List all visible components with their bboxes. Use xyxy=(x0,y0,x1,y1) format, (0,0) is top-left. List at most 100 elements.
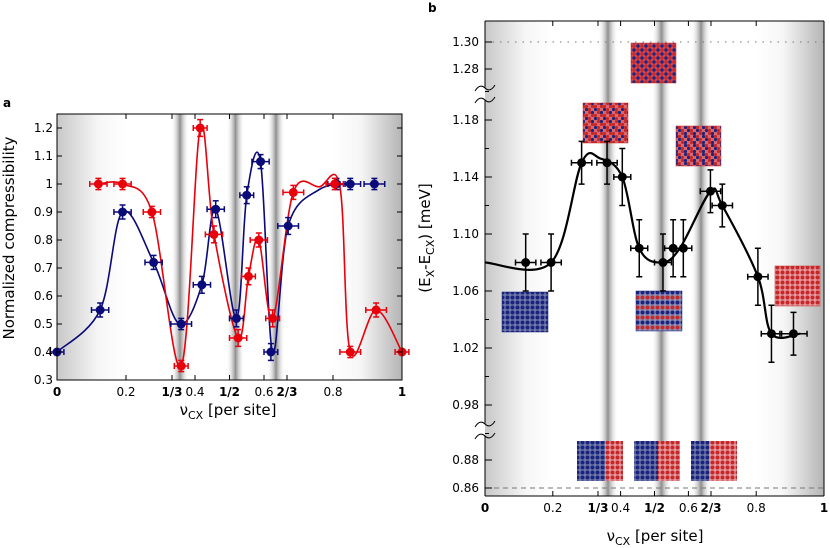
panel-b-series-0-marker-10 xyxy=(717,201,727,210)
panel-a-series-1-point-0 xyxy=(89,177,108,191)
panel-b-series-0-point-8 xyxy=(674,219,693,278)
panel-b-series-0-marker-6 xyxy=(658,258,668,267)
panel-a-series-1-marker-10 xyxy=(288,187,298,197)
panel-a-series-1-point-9 xyxy=(264,309,281,328)
panel-a-ytick-label-4: 0.7 xyxy=(34,261,53,275)
panel-b-series-0-point-0 xyxy=(514,233,537,292)
panel-a-series-1-marker-2 xyxy=(147,207,157,217)
panel-a-xtick-label-2: 1/3 xyxy=(161,385,182,399)
panel-b-axis-break-1-b xyxy=(474,432,496,440)
panel-a-xtick-label-6: 2/3 xyxy=(276,385,297,399)
panel-a-series-1-marker-5 xyxy=(209,229,219,239)
panel-b-x-axis-label: νCX [per site] xyxy=(607,527,704,548)
panel-a-series-1-point-2 xyxy=(142,205,162,219)
panel-a-ytick-label-6: 0.9 xyxy=(34,205,53,219)
panel-a-gap-band-0 xyxy=(170,114,189,380)
panel-a-series-1-point-5 xyxy=(204,225,224,244)
panel-a-xtick-label-8: 1 xyxy=(398,385,406,399)
panel-a-series-1-point-11 xyxy=(325,177,345,191)
panel-a-series-0-point-1 xyxy=(90,302,110,318)
panel-a-y-axis-label: Normalized compressibility xyxy=(0,136,18,339)
panel-a-gap-band-2 xyxy=(267,114,286,380)
panel-b-series-0-marker-11 xyxy=(753,272,763,282)
panel-a-series-0-marker-6 xyxy=(211,204,221,214)
panel-a-series-1-marker-0 xyxy=(93,179,103,189)
panel-a-x-axis-label: νCX [per site] xyxy=(180,401,277,422)
panel-a-series-0-marker-1 xyxy=(95,305,105,315)
panel-b-label: b xyxy=(428,1,437,15)
panel-a-series-1-point-7 xyxy=(240,267,257,286)
panel-a-markers xyxy=(49,118,410,373)
panel-b-series-0-point-12 xyxy=(760,304,783,363)
panel-a-ytick-label-5: 0.8 xyxy=(34,233,53,247)
panel-a: a 0 0.2 1/3 0.4 1/2 0.6 2/3 0.8 10.30.40.50.60.7… xyxy=(0,96,410,422)
panel-a-series-0-point-13 xyxy=(339,177,362,191)
panel-b-series-0-marker-13 xyxy=(788,329,798,339)
panel-a-series-1-marker-7 xyxy=(243,271,253,281)
panel-a-xtick-label-4: 1/2 xyxy=(219,385,240,399)
panel-a-series-0-marker-11 xyxy=(283,221,293,231)
panel-b-series-0-marker-2 xyxy=(577,158,587,168)
panel-b-ytick-label-8: 1.28 xyxy=(452,62,479,76)
panel-b-series-0-point-1 xyxy=(540,233,563,292)
panel-b-ytick-label-3: 1.02 xyxy=(452,341,479,355)
panel-a-series-0-point-3 xyxy=(144,254,163,271)
panel-a-series-0-point-2 xyxy=(113,204,132,220)
panel-b-ytick-label-1: 0.88 xyxy=(452,453,479,467)
panel-b-ytick-label-2: 0.98 xyxy=(452,398,479,412)
panel-a-series-1-point-8 xyxy=(249,232,269,248)
panel-b-series-0-marker-5 xyxy=(634,243,644,253)
panel-b-xtick-label-6: 2/3 xyxy=(700,501,721,515)
panel-a-series-0-point-8 xyxy=(239,186,255,205)
panel-a-gap-band-1 xyxy=(226,114,245,380)
panel-a-xtick-label-3: 0.4 xyxy=(185,385,204,399)
panel-b-xtick-label-1: 0.2 xyxy=(543,501,562,515)
panel-b-series-0-point-2 xyxy=(570,140,593,185)
lattice-inset-one-third xyxy=(582,102,629,144)
panel-a-series-0-marker-3 xyxy=(149,257,159,267)
panel-a-series-1-point-13 xyxy=(365,302,388,318)
panel-b-gap-bands xyxy=(597,21,712,496)
panel-b-ytick-label-4: 1.06 xyxy=(452,284,479,298)
panel-a-xtick-label-0: 0 xyxy=(53,385,61,399)
panel-a-ytick-label-7: 1 xyxy=(45,177,53,191)
panel-b-markers xyxy=(514,140,808,363)
panel-b-xtick-label-2: 1/3 xyxy=(587,501,608,515)
panel-b: b 0 0.2 1/3 0.4 1/2 0.6 2/3 0.8 10.8 xyxy=(416,1,828,548)
panel-a-series-0-marker-10 xyxy=(266,347,276,357)
panel-b-ytick-label-0: 0.86 xyxy=(452,481,479,495)
panel-b-series-0-marker-4 xyxy=(617,172,627,182)
panel-b-ytick-label-6: 1.14 xyxy=(452,170,479,184)
panel-b-xtick-label-4: 1/2 xyxy=(644,501,665,515)
panel-b-axes: 0 0.2 1/3 0.4 1/2 0.6 2/3 0.8 1 0.86 0.88 0.98 1.02 1… xyxy=(452,20,828,515)
panel-b-axis-break-0-b xyxy=(474,96,496,104)
panel-b-series-0-point-5 xyxy=(630,219,649,278)
panel-a-series-1-point-12 xyxy=(339,345,362,359)
panel-a-series-1-point-6 xyxy=(228,328,248,348)
panel-b-axis-break-1-a xyxy=(474,420,496,428)
panel-a-gap-bands xyxy=(170,114,286,380)
lattice-inset-stripes xyxy=(635,290,683,332)
panel-a-ytick-label-9: 1.2 xyxy=(34,121,53,135)
panel-a-ytick-label-1: 0.4 xyxy=(34,345,53,359)
panel-b-series-0-point-9 xyxy=(699,169,722,214)
panel-a-series-0-point-7 xyxy=(228,309,245,328)
panel-a-series-0-point-4 xyxy=(170,317,193,331)
panel-b-xtick-label-3: 0.4 xyxy=(611,501,630,515)
panel-b-ytick-label-7: 1.18 xyxy=(452,113,479,127)
panel-a-series-0-marker-4 xyxy=(176,319,186,329)
panel-a-series-1-point-10 xyxy=(282,184,305,201)
panel-a-series-1-marker-1 xyxy=(118,179,128,189)
panel-a-series-0-point-9 xyxy=(251,153,270,170)
panel-b-series-0-marker-3 xyxy=(602,158,612,168)
panel-a-series-0-marker-5 xyxy=(197,280,207,290)
panel-b-series-0-point-10 xyxy=(711,183,734,228)
panel-a-ytick-label-8: 1.1 xyxy=(34,149,53,163)
panel-a-series-0-marker-2 xyxy=(118,207,128,217)
lattice-inset-checker xyxy=(630,42,677,84)
panel-a-ytick-label-0: 0.3 xyxy=(34,373,53,387)
panel-b-xtick-label-8: 1 xyxy=(820,501,828,515)
panel-a-series-0-point-14 xyxy=(363,177,386,191)
panel-b-gap-band-2 xyxy=(691,21,712,496)
panel-a-ytick-label-2: 0.5 xyxy=(34,317,53,331)
